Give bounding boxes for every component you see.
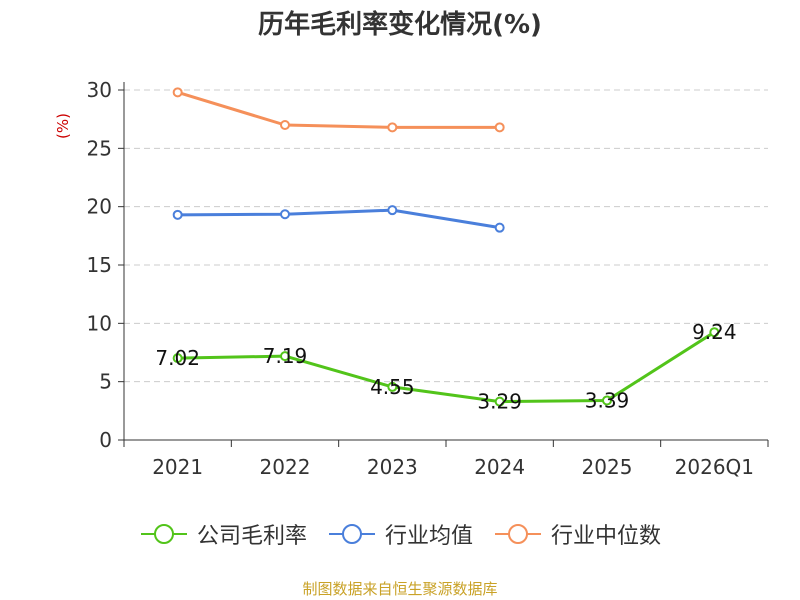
x-tick-label: 2025 xyxy=(582,455,633,479)
data-point xyxy=(387,122,398,133)
x-tick-label: 2022 xyxy=(260,455,311,479)
data-label: 9.24 xyxy=(692,320,737,344)
x-tick-label: 2023 xyxy=(367,455,418,479)
y-tick-label: 10 xyxy=(87,311,112,335)
data-point xyxy=(494,222,505,233)
data-label: 7.02 xyxy=(155,346,200,370)
y-tick-label: 5 xyxy=(99,370,112,394)
data-label: 4.55 xyxy=(370,375,415,399)
data-point xyxy=(172,87,183,98)
legend-item: 行业均值 xyxy=(327,518,473,550)
x-tick-label: 2026Q1 xyxy=(675,455,754,479)
data-point xyxy=(602,395,612,406)
legend-item: 公司毛利率 xyxy=(139,518,307,550)
legend-marker xyxy=(328,524,375,544)
series-line-2 xyxy=(177,90,500,129)
legend-marker xyxy=(495,524,541,544)
x-tick-label: 2021 xyxy=(152,455,203,479)
y-tick-label: 20 xyxy=(87,195,112,219)
y-tick-label: 15 xyxy=(87,253,112,277)
data-point xyxy=(494,122,505,133)
data-label: 7.19 xyxy=(263,344,308,368)
chart-legend: 公司毛利率 行业均值 行业中位数 xyxy=(0,518,800,550)
x-tick-label: 2024 xyxy=(474,455,525,479)
data-label: 3.39 xyxy=(585,388,630,412)
data-point xyxy=(172,209,183,220)
data-point xyxy=(280,120,290,130)
legend-label: 行业中位数 xyxy=(551,524,662,549)
y-axis-label: (%) xyxy=(54,113,72,139)
legend-label: 行业均值 xyxy=(384,524,473,549)
y-tick-label: 30 xyxy=(87,78,112,102)
data-point xyxy=(494,396,505,407)
chart-title: 历年毛利率变化情况(%) xyxy=(258,10,542,40)
legend-item: 行业中位数 xyxy=(493,518,661,550)
data-point xyxy=(280,209,290,220)
series-line-1 xyxy=(177,208,500,230)
y-tick-label: 0 xyxy=(99,428,112,452)
data-point xyxy=(387,381,398,392)
series-line-0 xyxy=(177,330,716,404)
y-tick-label: 25 xyxy=(87,136,112,160)
data-point xyxy=(709,327,720,338)
legend-label: 公司毛利率 xyxy=(196,524,307,549)
data-point xyxy=(280,351,290,362)
legend-marker xyxy=(140,524,187,544)
data-label: 3.29 xyxy=(477,390,522,414)
data-source: 制图数据来自恒生聚源数据库 xyxy=(302,580,498,598)
data-point xyxy=(172,353,183,364)
data-point xyxy=(387,205,398,216)
